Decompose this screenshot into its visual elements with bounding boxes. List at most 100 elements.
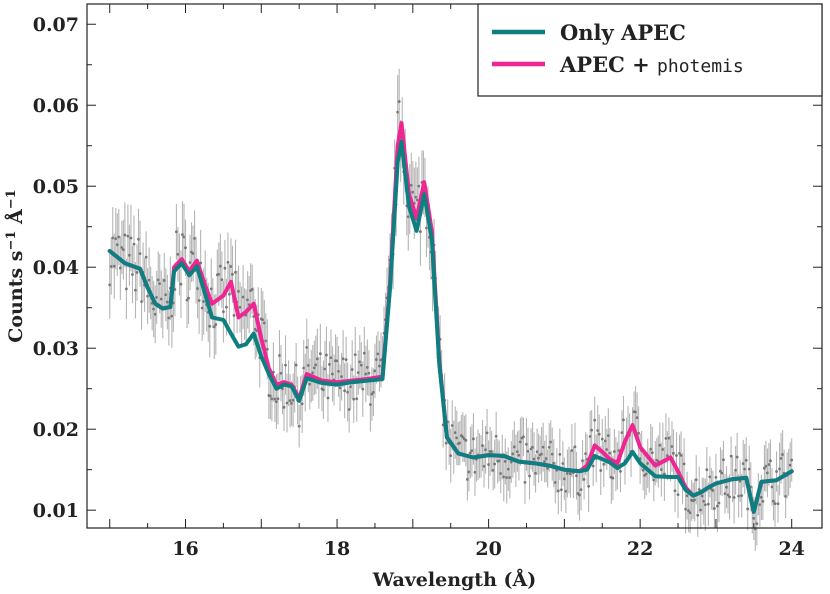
y-tick-label: 0.01: [33, 500, 79, 522]
data-point: [361, 387, 365, 391]
data-point: [329, 356, 333, 360]
data-point: [126, 234, 130, 238]
data-point: [146, 294, 150, 298]
data-point: [356, 371, 360, 375]
data-point: [237, 289, 240, 293]
data-point: [455, 436, 459, 440]
data-point: [775, 470, 778, 473]
data-point: [315, 357, 319, 361]
data-point: [417, 184, 421, 188]
y-axis-label-mid: Å: [4, 209, 27, 231]
data-point: [759, 495, 763, 499]
data-point: [450, 424, 454, 427]
data-point: [312, 366, 316, 370]
data-point: [761, 499, 765, 503]
data-point: [461, 435, 465, 439]
data-point: [646, 462, 650, 465]
data-point: [318, 352, 322, 356]
data-point: [362, 351, 366, 355]
y-axis-label-exp2: −1: [4, 189, 19, 209]
data-point: [744, 458, 748, 462]
data-point: [558, 452, 562, 456]
data-point: [714, 476, 718, 479]
data-point: [128, 253, 131, 257]
data-point: [346, 390, 350, 394]
data-point: [200, 306, 204, 310]
data-point: [228, 292, 231, 296]
data-point: [282, 405, 286, 409]
data-point: [187, 296, 190, 300]
data-point: [314, 363, 318, 367]
data-point: [620, 431, 624, 434]
data-point: [340, 375, 343, 379]
data-point: [368, 403, 372, 407]
data-point: [294, 363, 298, 367]
data-point: [196, 287, 200, 290]
data-point: [138, 252, 142, 256]
data-point: [290, 402, 293, 405]
data-point: [217, 272, 221, 276]
data-point: [223, 266, 227, 270]
data-point: [770, 485, 774, 489]
data-point: [231, 272, 234, 276]
data-point: [344, 358, 348, 362]
data-point: [573, 445, 577, 449]
data-point: [270, 397, 274, 401]
data-point: [611, 476, 615, 480]
data-point: [519, 440, 522, 444]
data-point: [766, 471, 769, 475]
data-point: [528, 474, 531, 478]
data-point: [717, 501, 721, 505]
data-point: [525, 442, 528, 446]
data-point: [112, 264, 116, 268]
data-point: [502, 475, 506, 479]
data-point: [152, 307, 156, 311]
data-point: [485, 431, 489, 435]
data-point: [575, 474, 578, 478]
legend-label-apec-photemis-main: APEC +: [559, 52, 657, 77]
data-point: [453, 431, 457, 434]
plot-frame: [86, 3, 823, 529]
data-point: [372, 390, 375, 394]
data-point: [212, 325, 216, 329]
data-point: [165, 300, 169, 304]
data-point: [543, 460, 547, 463]
data-point: [659, 468, 663, 471]
data-point: [284, 363, 287, 367]
data-point: [752, 516, 756, 520]
data-point: [493, 462, 497, 466]
data-point: [347, 408, 351, 411]
data-point: [114, 237, 118, 241]
data-point: [658, 443, 662, 447]
series-line-apec-photemis: [107, 121, 794, 514]
data-point: [619, 469, 622, 473]
data-point: [355, 397, 359, 401]
data-point: [181, 233, 184, 236]
data-point: [118, 266, 122, 270]
legend: Only APEC APEC + photemis: [477, 3, 823, 97]
data-point: [164, 293, 168, 297]
data-point: [140, 300, 143, 304]
data-point: [559, 488, 563, 492]
data-point: [176, 252, 180, 256]
data-point: [515, 450, 519, 454]
data-point: [508, 476, 512, 479]
series-line-only-apec: [107, 139, 794, 514]
data-point: [562, 477, 566, 481]
data-point: [208, 324, 212, 328]
data-point: [285, 401, 289, 405]
data-point: [772, 499, 775, 503]
data-point: [728, 495, 731, 499]
data-point: [605, 448, 609, 451]
data-point: [261, 318, 265, 322]
data-point: [328, 362, 331, 366]
data-point: [129, 236, 133, 240]
data-point: [726, 493, 730, 497]
data-point: [179, 282, 183, 286]
data-point: [275, 400, 278, 404]
data-point: [170, 314, 174, 318]
data-point: [125, 287, 128, 291]
data-point: [566, 472, 569, 475]
data-point: [465, 477, 469, 481]
